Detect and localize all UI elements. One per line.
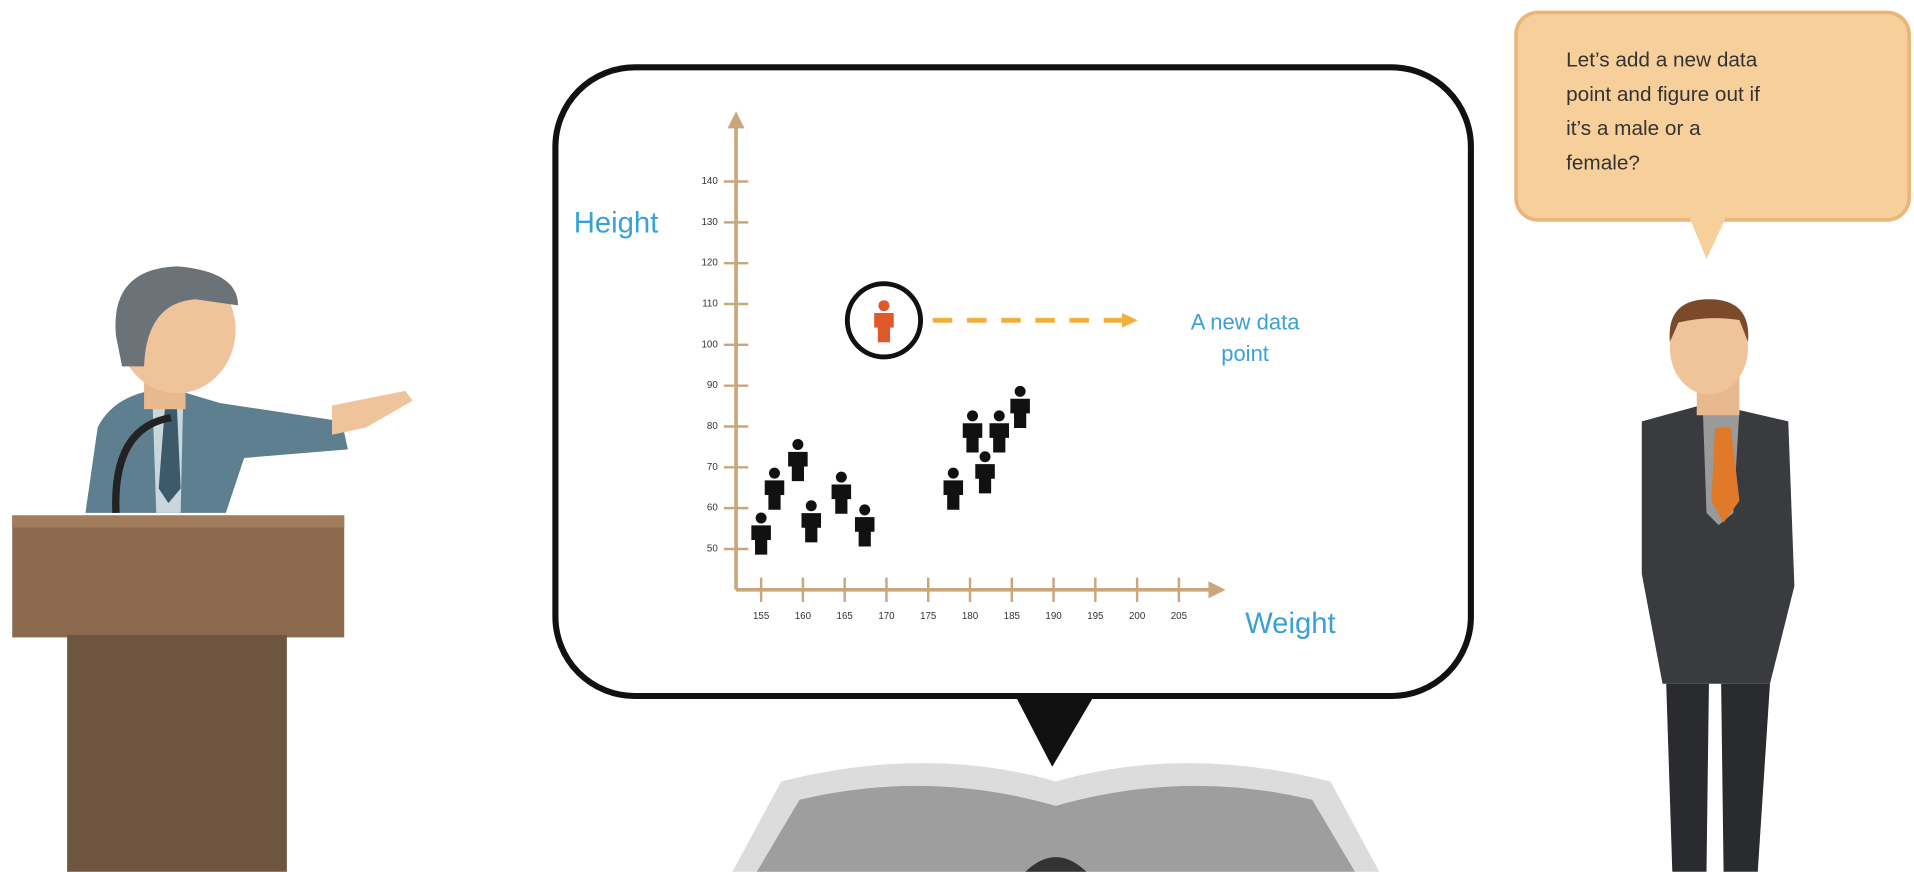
person-head	[755, 512, 767, 524]
chart-bubble	[552, 64, 1474, 700]
person-body	[801, 513, 822, 543]
y-axis-arrow	[727, 111, 745, 129]
data-point	[831, 471, 852, 514]
x-tick-label: 155	[753, 611, 770, 622]
data-point	[854, 504, 875, 547]
annotation: point	[1221, 341, 1269, 366]
x-tick-label: 190	[1045, 611, 1062, 622]
person-head	[979, 451, 991, 463]
y-tick-label: 80	[707, 421, 718, 432]
person-head	[859, 504, 871, 516]
speech-line: point and figure out if	[1566, 83, 1760, 106]
pointer-head	[1121, 313, 1138, 328]
person-body	[943, 480, 964, 510]
y-tick-label: 120	[701, 258, 718, 269]
x-axis-label: Weight	[1245, 607, 1336, 640]
person-body	[764, 480, 785, 510]
y-tick-label: 60	[707, 503, 718, 514]
person-head	[1014, 385, 1026, 397]
y-tick-label: 100	[701, 339, 718, 350]
data-point	[801, 500, 822, 543]
data-point	[764, 467, 785, 510]
x-tick-label: 175	[920, 611, 937, 622]
bubble-pointer	[1016, 698, 1093, 767]
y-tick-label: 130	[701, 217, 718, 228]
speech-line: female?	[1566, 151, 1640, 174]
x-tick-label: 205	[1171, 611, 1188, 622]
person-body	[854, 517, 875, 547]
person-body	[874, 313, 894, 343]
highlight-ring	[844, 281, 924, 360]
person-head	[805, 500, 817, 512]
person-head	[993, 410, 1005, 422]
speech-line: Let’s add a new data	[1566, 49, 1758, 72]
x-tick-label: 195	[1087, 611, 1104, 622]
data-point	[788, 439, 808, 482]
person-head	[967, 410, 979, 422]
y-tick-label: 70	[707, 462, 718, 473]
y-axis-label: Height	[574, 207, 659, 240]
data-point	[751, 512, 771, 555]
person-body	[975, 464, 995, 494]
person-body	[751, 525, 771, 555]
person-body	[989, 423, 1010, 453]
data-point	[874, 300, 894, 343]
person-body	[962, 423, 983, 453]
person-head	[878, 300, 890, 312]
x-tick-label: 165	[837, 611, 854, 622]
person-body	[788, 451, 808, 482]
presenter	[12, 266, 413, 872]
data-point	[962, 410, 983, 453]
x-tick-label: 160	[795, 611, 812, 622]
person-head	[835, 471, 847, 483]
x-tick-label: 200	[1129, 611, 1146, 622]
data-point	[943, 467, 964, 510]
person-head	[769, 467, 780, 479]
thinking-man	[1641, 299, 1795, 872]
speech-line: it’s a male or a	[1566, 117, 1701, 140]
person-body	[831, 484, 852, 514]
person-head	[792, 439, 804, 450]
x-axis-arrow	[1208, 581, 1226, 599]
data-point	[989, 410, 1010, 453]
y-tick-label: 50	[707, 544, 718, 555]
speech-bubble: Let’s add a new data point and figure ou…	[1514, 10, 1911, 260]
annotation: A new data	[1191, 309, 1300, 334]
y-tick-label: 90	[707, 380, 718, 391]
y-tick-label: 110	[702, 299, 718, 310]
person-head	[947, 467, 959, 479]
person-body	[1010, 398, 1030, 429]
data-point	[1010, 385, 1030, 429]
book	[732, 763, 1380, 872]
y-tick-label: 140	[701, 176, 718, 187]
x-tick-label: 180	[962, 611, 979, 622]
x-tick-label: 185	[1004, 611, 1021, 622]
data-point	[975, 451, 995, 494]
x-tick-label: 170	[878, 611, 895, 622]
